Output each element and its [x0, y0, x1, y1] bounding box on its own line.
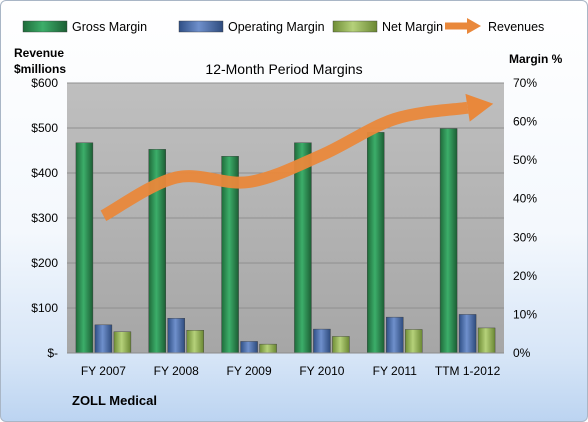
- operating-margin-bar: [167, 318, 185, 354]
- right-axis-label: Margin %: [509, 52, 563, 66]
- right-tick-label: 50%: [513, 153, 537, 167]
- legend-label: Operating Margin: [228, 20, 325, 34]
- net-margin-bar: [477, 327, 496, 354]
- net-margin-bar: [259, 343, 277, 354]
- legend: Gross Margin Operating Margin Net Margin Re…: [22, 18, 544, 34]
- legend-label: Net Margin: [382, 20, 443, 34]
- left-tick-label: $500: [31, 121, 58, 135]
- chart-title: 12-Month Period Margins: [205, 61, 362, 77]
- revenues-arrowhead: [465, 93, 494, 122]
- net-margin-bar: [405, 329, 423, 354]
- left-tick-label: $300: [31, 211, 58, 225]
- right-tick-label: 10%: [513, 307, 537, 321]
- right-tick-label: 20%: [513, 269, 537, 283]
- revenues-line: [100, 101, 469, 222]
- legend-arrow-swatch: [467, 18, 481, 34]
- left-tick-label: $-: [47, 346, 58, 360]
- left-tick-label: $100: [31, 301, 58, 315]
- company-name: ZOLL Medical: [72, 393, 157, 408]
- operating-margin-bar: [313, 328, 331, 354]
- net-margin-bar: [186, 330, 204, 354]
- gross-margin-bar: [367, 132, 385, 354]
- category-label: FY 2010: [299, 364, 344, 378]
- operating-margin-bar: [94, 324, 113, 354]
- legend-label: Gross Margin: [72, 20, 147, 34]
- right-tick-label: 60%: [513, 115, 537, 129]
- left-axis-label-line1: Revenue: [14, 46, 64, 60]
- gross-margin-bar: [294, 142, 312, 354]
- legend-swatch: [178, 20, 224, 33]
- operating-margin-bar: [386, 316, 404, 354]
- gross-margin-bar: [75, 142, 94, 354]
- operating-margin-bar: [240, 341, 258, 354]
- left-axis-label-line2: $millions: [14, 62, 66, 76]
- gross-margin-bar: [439, 128, 458, 354]
- category-label: FY 2011: [373, 364, 418, 378]
- legend-label: Revenues: [488, 20, 544, 34]
- category-label: FY 2008: [154, 364, 199, 378]
- net-margin-bar: [113, 331, 132, 354]
- right-tick-label: 30%: [513, 230, 537, 244]
- left-tick-label: $400: [31, 166, 58, 180]
- right-tick-label: 70%: [513, 76, 537, 90]
- operating-margin-bar: [458, 314, 477, 354]
- right-tick-label: 0%: [513, 346, 531, 360]
- left-tick-label: $600: [31, 76, 58, 90]
- net-margin-bar: [332, 336, 350, 354]
- legend-swatch: [22, 20, 68, 33]
- legend-swatch: [332, 20, 378, 33]
- left-tick-label: $200: [31, 256, 58, 270]
- category-label: FY 2009: [227, 364, 272, 378]
- category-label: FY 2007: [81, 364, 126, 378]
- right-tick-label: 40%: [513, 192, 537, 206]
- category-label: TTM 1-2012: [435, 364, 501, 378]
